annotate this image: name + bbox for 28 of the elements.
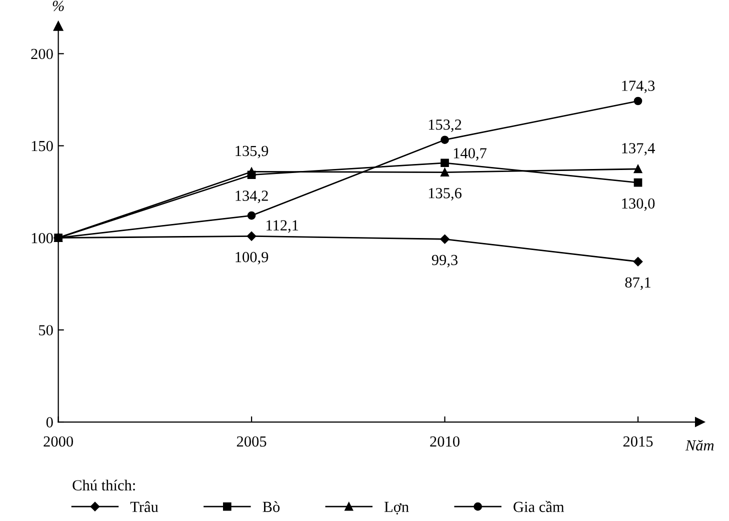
data-label: 112,1 [266,220,298,233]
x-tick-label: 2010 [430,436,460,447]
x-tick-label: 2005 [236,436,266,447]
y-tick-label: 0 [46,417,53,428]
data-label: 87,1 [625,277,650,290]
legend-label: Bò [262,501,280,512]
data-label: 137,4 [622,143,655,156]
data-label: 135,9 [236,146,268,158]
data-label: 140,7 [454,148,487,161]
y-tick-label: 100 [32,232,53,244]
data-label: 135,6 [428,188,462,201]
x-axis-title: Năm [685,440,714,451]
data-label: 174,3 [622,80,655,94]
data-label: 99,3 [432,254,458,268]
data-label: 134,2 [236,190,268,204]
y-tick-label: 150 [32,140,53,152]
y-tick-label: 200 [31,48,53,60]
legend-label: Gia cầm [514,500,564,512]
y-axis-title: % [52,0,64,12]
y-tick-label: 50 [39,325,53,336]
legend-label: Trâu [130,501,158,512]
data-label: 130,0 [622,198,655,211]
legend-title: Chú thích: [72,480,135,491]
x-tick-label: 2015 [623,436,653,447]
data-label: 100,9 [236,252,268,264]
data-label: 153,2 [428,120,462,132]
x-tick-label: 2000 [44,436,74,447]
legend-label: Lợn [384,502,409,514]
